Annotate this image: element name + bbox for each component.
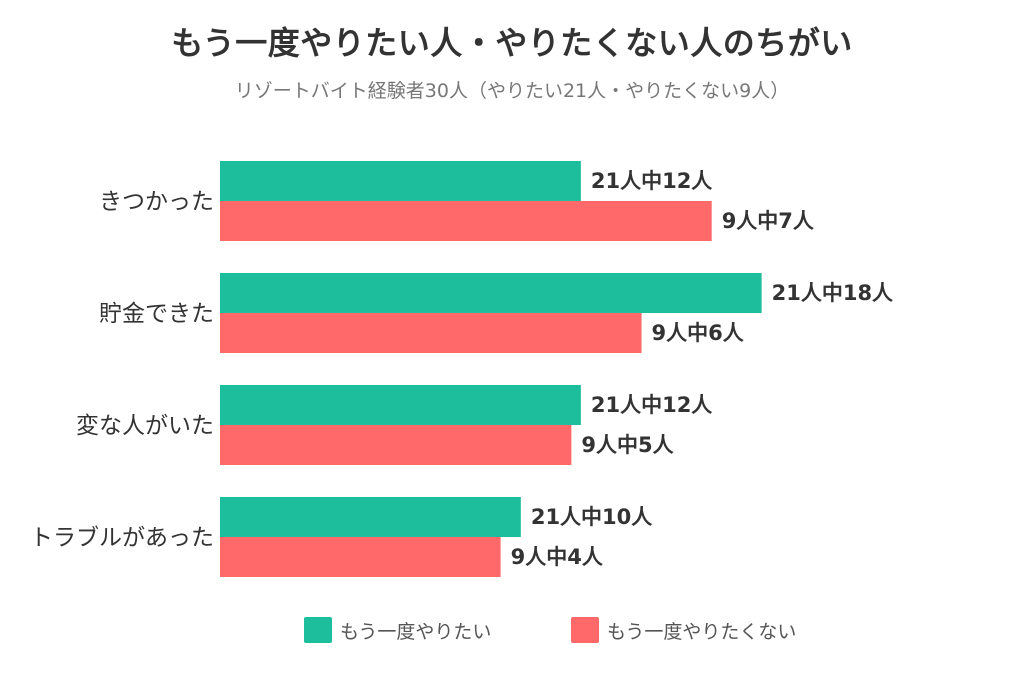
category-label: トラブルがあった	[30, 525, 214, 551]
bar-want-again	[220, 497, 521, 537]
bar-not-want-again	[220, 313, 642, 353]
category-label: 変な人がいた	[76, 413, 214, 439]
bar-data-label: 21人中12人	[591, 169, 712, 193]
legend-item-want-again: もう一度やりたい	[304, 616, 491, 644]
bar-data-label: 21人中18人	[772, 281, 893, 305]
legend-label-not-want-again: もう一度やりたくない	[607, 620, 797, 643]
category-label: 貯金できた	[99, 301, 214, 327]
bar-data-label: 21人中12人	[591, 393, 712, 417]
legend-item-not-want-again: もう一度やりたくない	[571, 616, 796, 644]
bar-want-again	[220, 161, 581, 201]
bar-not-want-again	[220, 425, 572, 465]
bar-not-want-again	[220, 537, 501, 577]
bar-data-label: 21人中10人	[531, 505, 652, 529]
legend-label-want-again: もう一度やりたい	[340, 620, 492, 643]
bar-not-want-again	[220, 201, 712, 241]
bar-data-label: 9人中6人	[652, 321, 744, 345]
bar-want-again	[220, 385, 581, 425]
legend: もう一度やりたい もう一度やりたくない	[0, 616, 1024, 648]
legend-swatch-not-want-again	[571, 617, 599, 643]
chart-subtitle: リゾートバイト経験者30人（やりたい21人・やりたくない9人）	[234, 80, 790, 102]
legend-swatch-want-again	[304, 617, 332, 643]
category-label: きつかった	[99, 189, 214, 215]
chart-title: もう一度やりたい人・やりたくない人のちがい	[171, 24, 853, 62]
bar-data-label: 9人中5人	[581, 433, 673, 457]
bar-data-label: 9人中7人	[722, 209, 814, 233]
bar-want-again	[220, 273, 762, 313]
bar-data-label: 9人中4人	[511, 545, 603, 569]
